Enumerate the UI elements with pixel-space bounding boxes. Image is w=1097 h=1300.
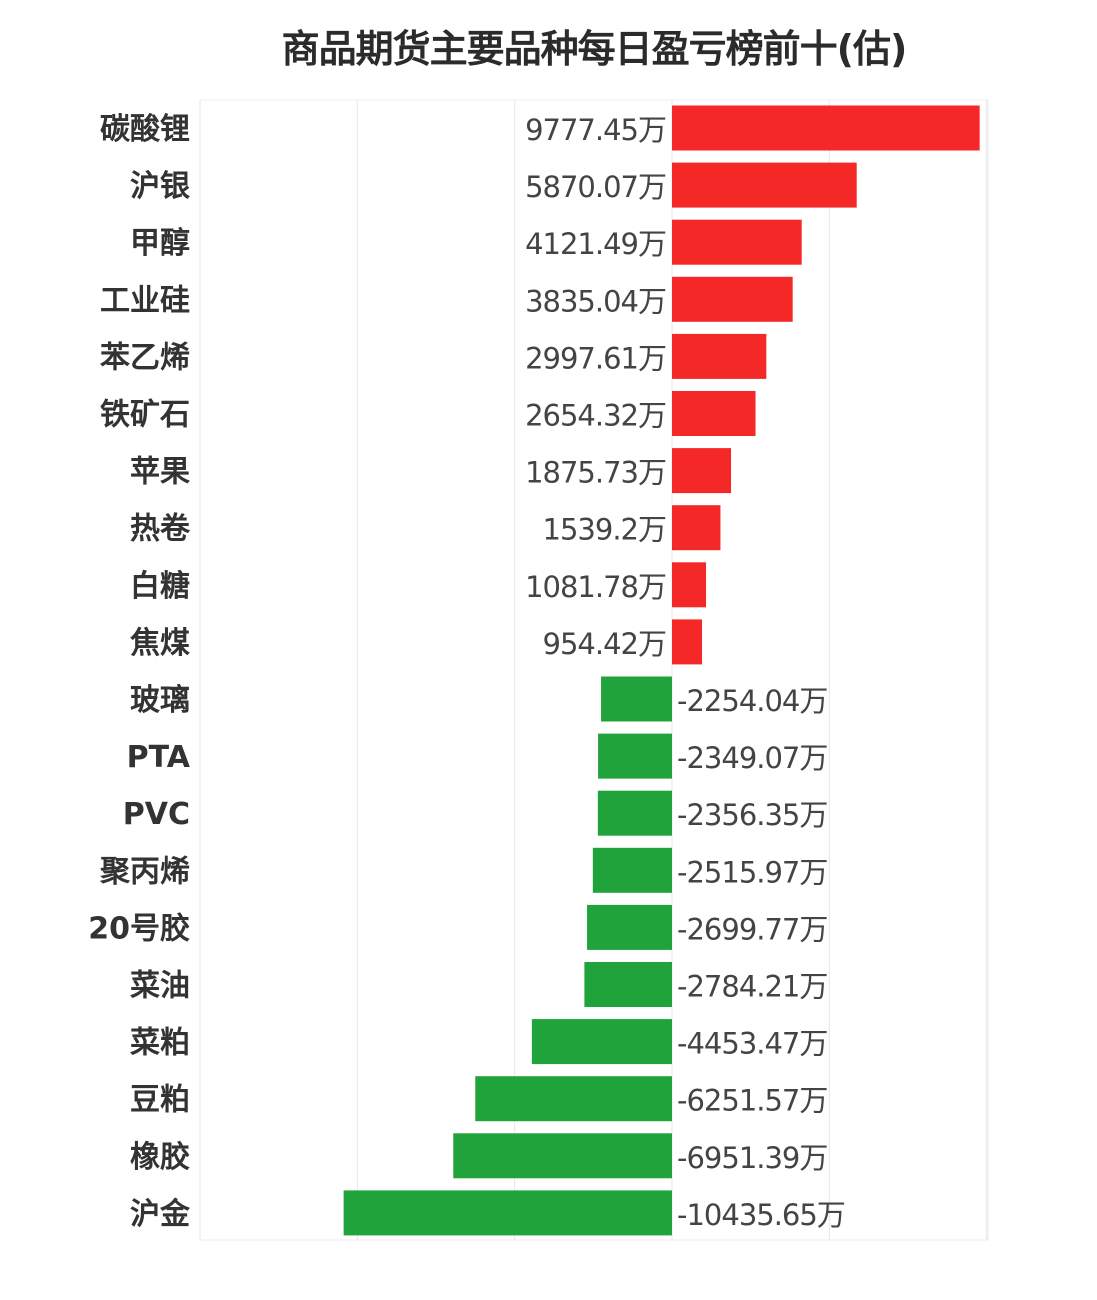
bar-热卷 (672, 505, 721, 551)
category-label: 聚丙烯 (99, 854, 190, 889)
value-label: 5870.07万 (525, 170, 666, 204)
value-label: 3835.04万 (525, 284, 666, 318)
bar-铁矿石 (672, 391, 756, 436)
bar-聚丙烯 (592, 847, 672, 893)
category-label: 白糖 (130, 569, 190, 604)
grid-layer (199, 99, 989, 1241)
category-label: 碳酸锂 (100, 112, 190, 147)
value-label: -4453.47万 (677, 1027, 827, 1061)
value-label: -6251.57万 (677, 1084, 827, 1118)
bar-菜油 (584, 962, 672, 1007)
category-label: 豆粕 (130, 1083, 190, 1118)
bar-焦煤 (672, 619, 703, 665)
value-label: 9777.45万 (525, 113, 666, 147)
category-label: PTA (127, 740, 191, 775)
bar-苯乙烯 (672, 333, 767, 379)
value-label: -2515.97万 (677, 855, 827, 889)
bar-沪银 (672, 162, 857, 208)
category-label: 玻璃 (130, 683, 190, 718)
bar-玻璃 (601, 676, 672, 722)
value-label: -2784.21万 (677, 970, 827, 1004)
value-label: 2997.61万 (525, 341, 666, 375)
category-label: 菜油 (130, 969, 190, 1004)
value-label: 954.42万 (543, 627, 666, 661)
category-label: 菜粕 (130, 1026, 190, 1061)
category-label: 橡胶 (130, 1140, 190, 1175)
category-label: 苹果 (130, 455, 190, 490)
value-label: -2699.77万 (677, 912, 827, 946)
chart-title: 商品期货主要品种每日盈亏榜前十(估) (281, 27, 908, 71)
category-label: 焦煤 (130, 626, 190, 661)
category-label: 工业硅 (100, 283, 190, 318)
value-label: 1875.73万 (525, 456, 666, 490)
category-label: PVC (123, 797, 190, 832)
value-label: -10435.65万 (677, 1198, 845, 1232)
plot-frame (199, 99, 989, 1241)
bar-菜粕 (531, 1019, 672, 1065)
bar-苹果 (672, 448, 732, 494)
bar-PVC (597, 790, 672, 836)
category-label: 20号胶 (88, 911, 190, 946)
bar-白糖 (672, 562, 707, 608)
bar-豆粕 (475, 1076, 672, 1122)
value-label: 1081.78万 (525, 570, 666, 604)
category-label: 铁矿石 (100, 398, 190, 433)
value-label: 4121.49万 (525, 227, 666, 261)
category-label: 沪银 (130, 169, 190, 204)
bar-PTA (598, 733, 672, 779)
bar-沪金 (343, 1190, 672, 1236)
category-label: 热卷 (130, 512, 191, 547)
bar-工业硅 (672, 276, 793, 322)
value-label: 1539.2万 (543, 513, 666, 547)
value-label: 2654.32万 (525, 399, 666, 433)
category-label: 苯乙烯 (100, 340, 190, 375)
value-label: -2349.07万 (677, 741, 827, 775)
bar-甲醇 (672, 219, 802, 265)
bar-橡胶 (453, 1133, 672, 1179)
value-label: -2356.35万 (677, 798, 827, 832)
value-label: -2254.04万 (677, 684, 827, 718)
bar-碳酸锂 (672, 105, 980, 151)
category-label: 沪金 (130, 1197, 191, 1232)
value-label: -6951.39万 (677, 1141, 827, 1175)
category-label: 甲醇 (130, 226, 190, 261)
bar-20号胶 (587, 904, 672, 950)
bar-layer (343, 105, 980, 1236)
